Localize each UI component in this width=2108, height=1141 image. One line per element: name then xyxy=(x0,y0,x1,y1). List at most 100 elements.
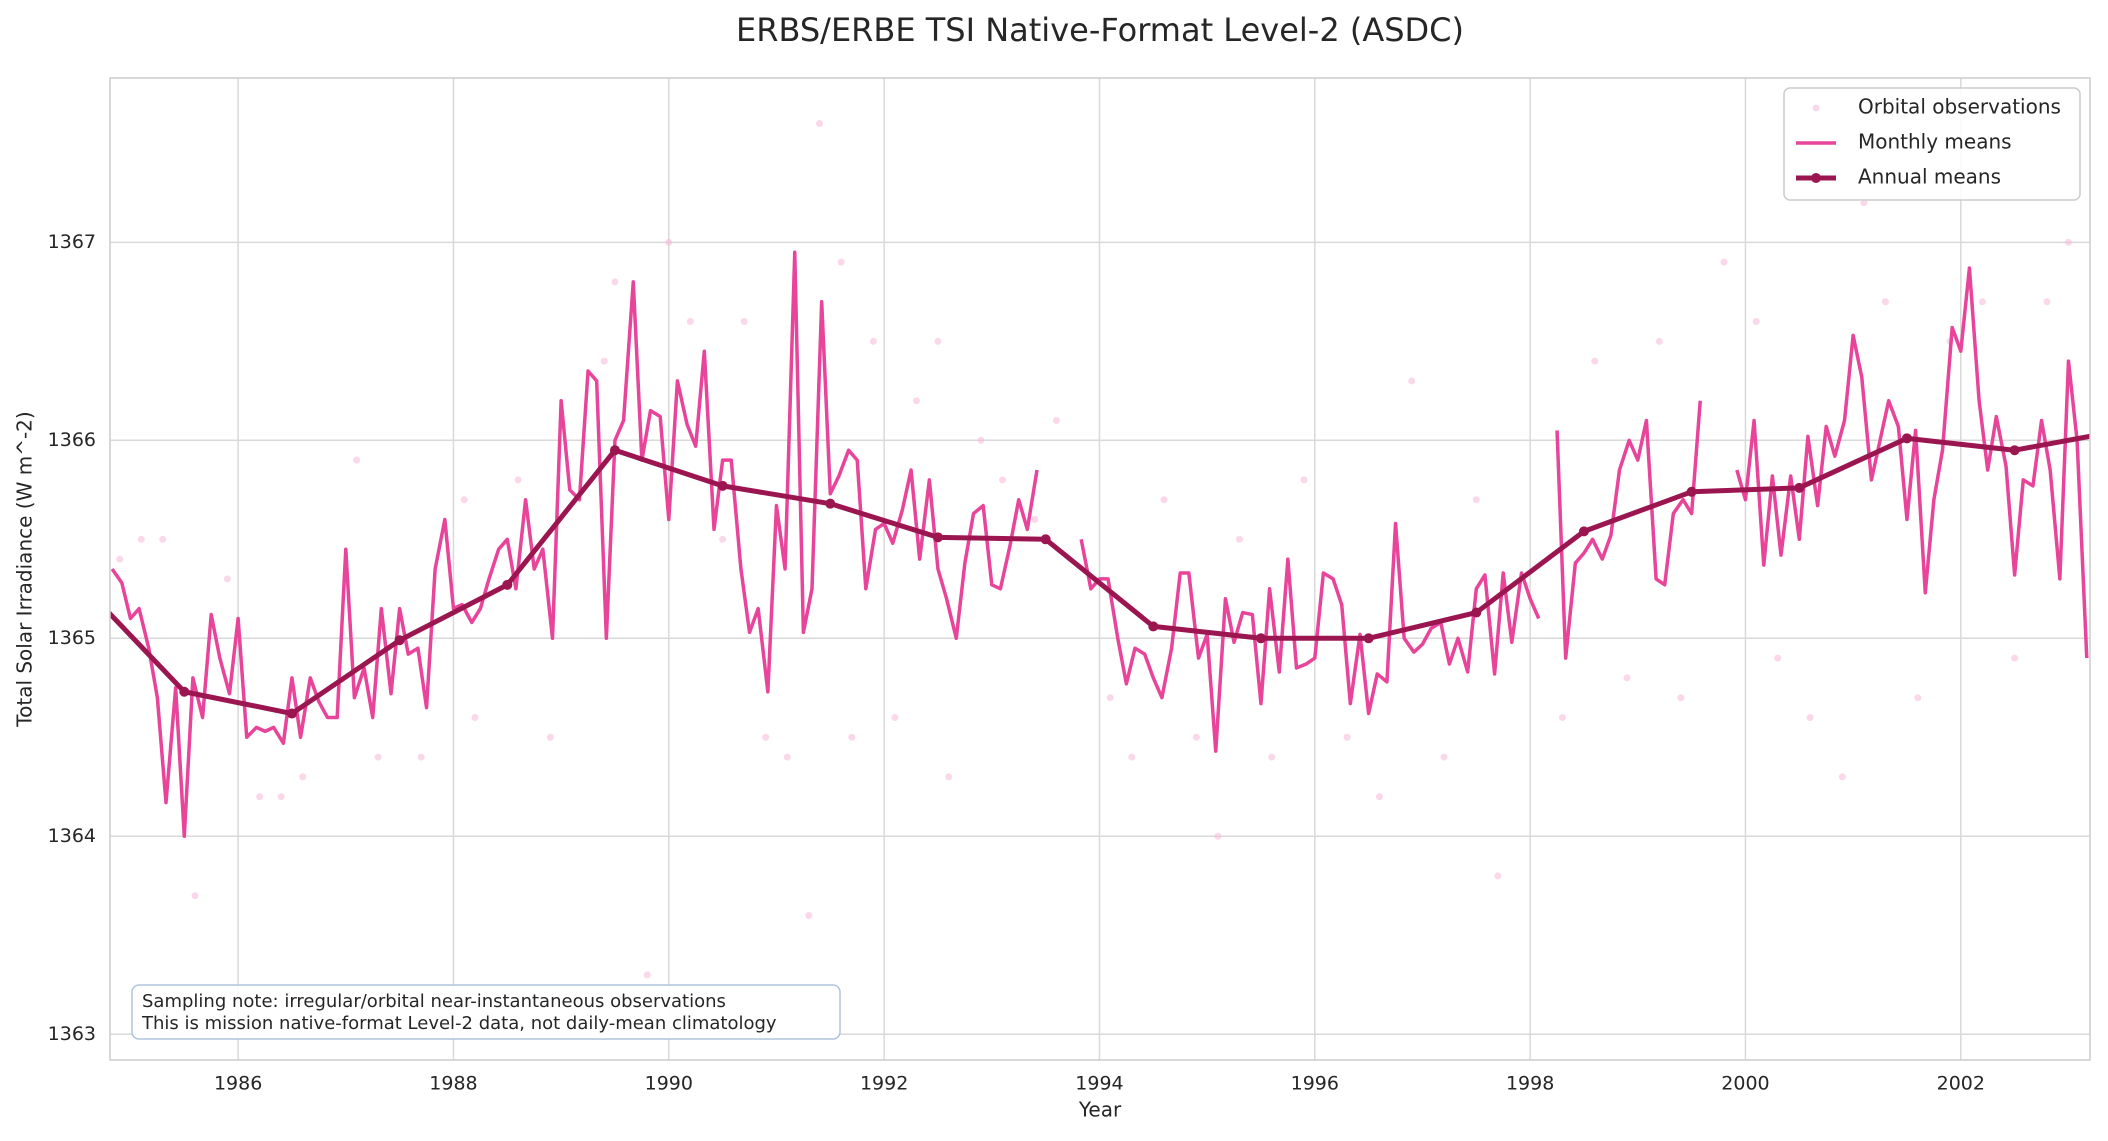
observation-point xyxy=(159,535,167,543)
observation-point xyxy=(977,436,985,444)
y-tick-label: 1363 xyxy=(48,1023,96,1045)
annual-point xyxy=(1255,633,1266,644)
note-line: Sampling note: irregular/orbital near-in… xyxy=(142,991,726,1012)
x-tick-label: 2002 xyxy=(1937,1073,1985,1095)
observation-point xyxy=(2011,654,2019,662)
observation-point xyxy=(471,713,479,721)
observation-point xyxy=(353,456,361,464)
legend-frame xyxy=(1783,87,2081,201)
x-tick-label: 1988 xyxy=(429,1073,477,1095)
observation-point xyxy=(891,713,899,721)
observation-point xyxy=(1720,258,1728,266)
observation-point xyxy=(514,476,522,484)
observation-point xyxy=(1106,694,1114,702)
annual-point xyxy=(609,445,620,456)
annual-point xyxy=(1040,534,1051,545)
x-tick-label: 2000 xyxy=(1721,1073,1769,1095)
note-line: This is mission native-format Level-2 da… xyxy=(141,1013,777,1034)
observation-point xyxy=(686,318,694,326)
observation-point xyxy=(223,575,231,583)
observation-point xyxy=(869,337,877,345)
x-tick-label: 1990 xyxy=(645,1073,693,1095)
observation-point xyxy=(1268,753,1276,761)
annual-point xyxy=(1794,482,1805,493)
legend-symbol xyxy=(1812,104,1820,112)
observation-point xyxy=(137,535,145,543)
observation-point xyxy=(1623,674,1631,682)
observation-point xyxy=(1408,377,1416,385)
observation-point xyxy=(999,476,1007,484)
observation-point xyxy=(837,258,845,266)
annual-point xyxy=(394,635,405,646)
observation-point xyxy=(1677,694,1685,702)
annual-point xyxy=(2009,445,2020,456)
observation-point xyxy=(934,337,942,345)
annual-point xyxy=(1148,621,1159,632)
observation-point xyxy=(1591,357,1599,365)
legend-label: Monthly means xyxy=(1858,130,2012,154)
observation-point xyxy=(2043,298,2051,306)
observation-point xyxy=(1494,872,1502,880)
annual-point xyxy=(717,480,728,491)
note-box: Sampling note: irregular/orbital near-in… xyxy=(131,984,841,1040)
observation-point xyxy=(256,793,264,801)
annual-point xyxy=(825,498,836,509)
observation-point xyxy=(299,773,307,781)
observation-point xyxy=(460,496,468,504)
observation-point xyxy=(1300,476,1308,484)
observation-point xyxy=(546,733,554,741)
legend-label: Orbital observations xyxy=(1858,95,2061,119)
x-tick-label: 1986 xyxy=(214,1073,262,1095)
observation-point xyxy=(816,120,824,128)
observation-point xyxy=(1214,832,1222,840)
y-tick-label: 1367 xyxy=(48,231,96,253)
observation-point xyxy=(719,535,727,543)
observation-point xyxy=(374,753,382,761)
observation-point xyxy=(1031,516,1039,524)
annual-point xyxy=(1471,607,1482,618)
annual-point xyxy=(1363,633,1374,644)
observation-point xyxy=(1440,753,1448,761)
chart-title: ERBS/ERBE TSI Native-Format Level-2 (ASD… xyxy=(736,11,1464,49)
legend-symbol xyxy=(1811,173,1821,183)
observation-point xyxy=(1558,713,1566,721)
observation-point xyxy=(1914,694,1922,702)
annual-point xyxy=(1901,433,1912,444)
observation-point xyxy=(945,773,953,781)
observation-point xyxy=(783,753,791,761)
x-tick-label: 1996 xyxy=(1291,1073,1339,1095)
x-tick-label: 1992 xyxy=(860,1073,908,1095)
annual-point xyxy=(932,532,943,543)
observation-point xyxy=(762,733,770,741)
plot-frame xyxy=(109,77,2091,1061)
observation-point xyxy=(805,911,813,919)
observation-point xyxy=(1774,654,1782,662)
observation-point xyxy=(1472,496,1480,504)
observation-point xyxy=(1806,713,1814,721)
observation-point xyxy=(1655,337,1663,345)
series-line xyxy=(110,433,2090,717)
observation-point xyxy=(417,753,425,761)
series-line xyxy=(110,250,2089,839)
y-tick-label: 1364 xyxy=(48,825,96,847)
observation-point xyxy=(848,733,856,741)
observation-point xyxy=(1375,793,1383,801)
annual-point xyxy=(502,579,513,590)
y-tick-label: 1366 xyxy=(48,429,96,451)
x-tick-label: 1994 xyxy=(1075,1073,1123,1095)
annual-point xyxy=(286,708,297,719)
observation-point xyxy=(740,318,748,326)
observation-point xyxy=(1052,417,1060,425)
observation-point xyxy=(1752,318,1760,326)
y-tick-label: 1365 xyxy=(48,627,96,649)
legend: Orbital observations Monthly means Annual … xyxy=(1783,87,2081,201)
observation-point xyxy=(600,357,608,365)
observation-point xyxy=(643,971,651,979)
x-tick-label: 1998 xyxy=(1506,1073,1554,1095)
x-axis-label: Year xyxy=(1078,1098,1122,1122)
annual-point xyxy=(1686,486,1697,497)
observation-point xyxy=(116,555,124,563)
